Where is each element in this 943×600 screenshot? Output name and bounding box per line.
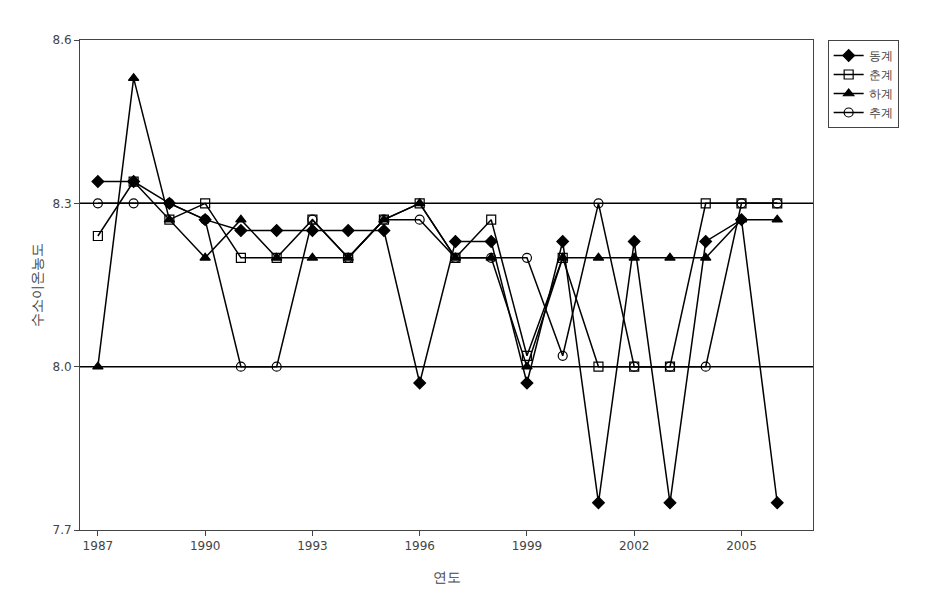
svg-text:1996: 1996: [404, 539, 435, 553]
svg-text:7.7: 7.7: [53, 523, 72, 537]
svg-text:8.6: 8.6: [53, 33, 72, 47]
svg-text:2002: 2002: [619, 539, 650, 553]
svg-text:연도: 연도: [433, 569, 461, 585]
svg-text:1987: 1987: [83, 539, 114, 553]
svg-text:1990: 1990: [190, 539, 221, 553]
svg-text:하계: 하계: [869, 87, 893, 101]
svg-text:동계: 동계: [869, 49, 893, 63]
svg-text:추계: 추계: [869, 106, 893, 120]
svg-text:1993: 1993: [297, 539, 328, 553]
svg-text:8.0: 8.0: [53, 360, 72, 374]
svg-text:8.3: 8.3: [53, 197, 72, 211]
svg-text:춘계: 춘계: [869, 68, 893, 82]
svg-text:1999: 1999: [512, 539, 543, 553]
svg-text:2005: 2005: [726, 539, 757, 553]
svg-text:수소이온농도: 수소이온농도: [29, 243, 45, 327]
